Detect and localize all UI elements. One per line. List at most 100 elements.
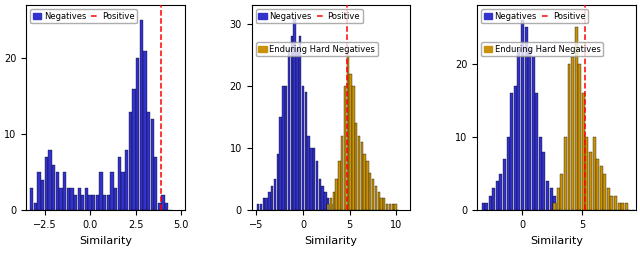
Bar — [383, 198, 385, 210]
Bar — [550, 188, 552, 210]
Bar — [319, 179, 321, 210]
Bar — [378, 192, 380, 210]
Bar — [77, 188, 81, 210]
Bar — [313, 148, 316, 210]
Bar — [352, 86, 355, 210]
Bar — [369, 173, 371, 210]
Bar — [374, 185, 377, 210]
Bar — [593, 137, 596, 210]
Bar — [30, 188, 33, 210]
Bar — [333, 192, 335, 210]
Legend: Enduring Hard Negatives: Enduring Hard Negatives — [481, 42, 603, 56]
Bar — [302, 86, 304, 210]
Bar — [34, 203, 37, 210]
Bar — [88, 195, 92, 210]
Bar — [147, 112, 150, 210]
Legend: Negatives, Positive: Negatives, Positive — [31, 9, 137, 23]
Bar — [85, 188, 88, 210]
Bar — [49, 150, 52, 210]
Bar — [67, 188, 70, 210]
Bar — [41, 180, 44, 210]
Bar — [161, 195, 164, 210]
Bar — [330, 198, 332, 210]
Bar — [136, 58, 140, 210]
Bar — [150, 119, 154, 210]
X-axis label: Similarity: Similarity — [79, 236, 132, 246]
Bar — [364, 154, 366, 210]
Bar — [60, 188, 63, 210]
Bar — [307, 136, 310, 210]
Bar — [557, 203, 560, 210]
Bar — [618, 203, 621, 210]
Bar — [305, 92, 307, 210]
Bar — [361, 142, 363, 210]
Bar — [514, 86, 516, 210]
Bar — [316, 161, 318, 210]
Bar — [543, 152, 545, 210]
Bar — [296, 49, 299, 210]
Bar — [129, 112, 132, 210]
Bar — [132, 89, 136, 210]
Bar — [604, 174, 606, 210]
Bar — [596, 159, 599, 210]
Bar — [122, 173, 125, 210]
Bar — [118, 157, 121, 210]
Bar — [327, 204, 330, 210]
Bar — [481, 203, 484, 210]
Bar — [74, 195, 77, 210]
Bar — [521, 20, 524, 210]
Bar — [70, 188, 74, 210]
Bar — [358, 136, 360, 210]
Bar — [355, 123, 357, 210]
Bar — [299, 36, 301, 210]
Bar — [107, 195, 110, 210]
Bar — [110, 173, 114, 210]
Bar — [600, 166, 603, 210]
Bar — [344, 86, 346, 210]
Bar — [525, 27, 527, 210]
Bar — [535, 93, 538, 210]
Bar — [268, 192, 271, 210]
Bar — [510, 93, 513, 210]
Legend: Enduring Hard Negatives: Enduring Hard Negatives — [256, 42, 378, 56]
Bar — [528, 49, 531, 210]
Bar — [257, 204, 259, 210]
X-axis label: Similarity: Similarity — [530, 236, 583, 246]
Bar — [553, 196, 556, 210]
Bar — [485, 203, 488, 210]
Bar — [321, 185, 324, 210]
Bar — [386, 204, 388, 210]
Bar — [517, 49, 520, 210]
Bar — [143, 51, 147, 210]
Bar — [507, 137, 509, 210]
Bar — [366, 161, 369, 210]
Bar — [503, 159, 506, 210]
Bar — [125, 150, 128, 210]
Bar — [380, 198, 383, 210]
Bar — [103, 195, 106, 210]
Bar — [324, 192, 326, 210]
Bar — [63, 173, 66, 210]
Bar — [154, 157, 157, 210]
Bar — [327, 198, 330, 210]
Bar — [285, 86, 287, 210]
Bar — [291, 36, 293, 210]
Bar — [489, 196, 492, 210]
X-axis label: Similarity: Similarity — [305, 236, 358, 246]
Bar — [294, 18, 296, 210]
Bar — [394, 204, 397, 210]
Bar — [388, 204, 391, 210]
Bar — [621, 203, 624, 210]
Bar — [347, 55, 349, 210]
Bar — [571, 57, 574, 210]
Bar — [579, 64, 581, 210]
Bar — [330, 204, 332, 210]
Bar — [56, 173, 59, 210]
Bar — [271, 185, 273, 210]
Bar — [553, 203, 556, 210]
Bar — [561, 174, 563, 210]
Bar — [546, 181, 549, 210]
Bar — [52, 165, 55, 210]
Bar — [539, 137, 542, 210]
Bar — [140, 21, 143, 210]
